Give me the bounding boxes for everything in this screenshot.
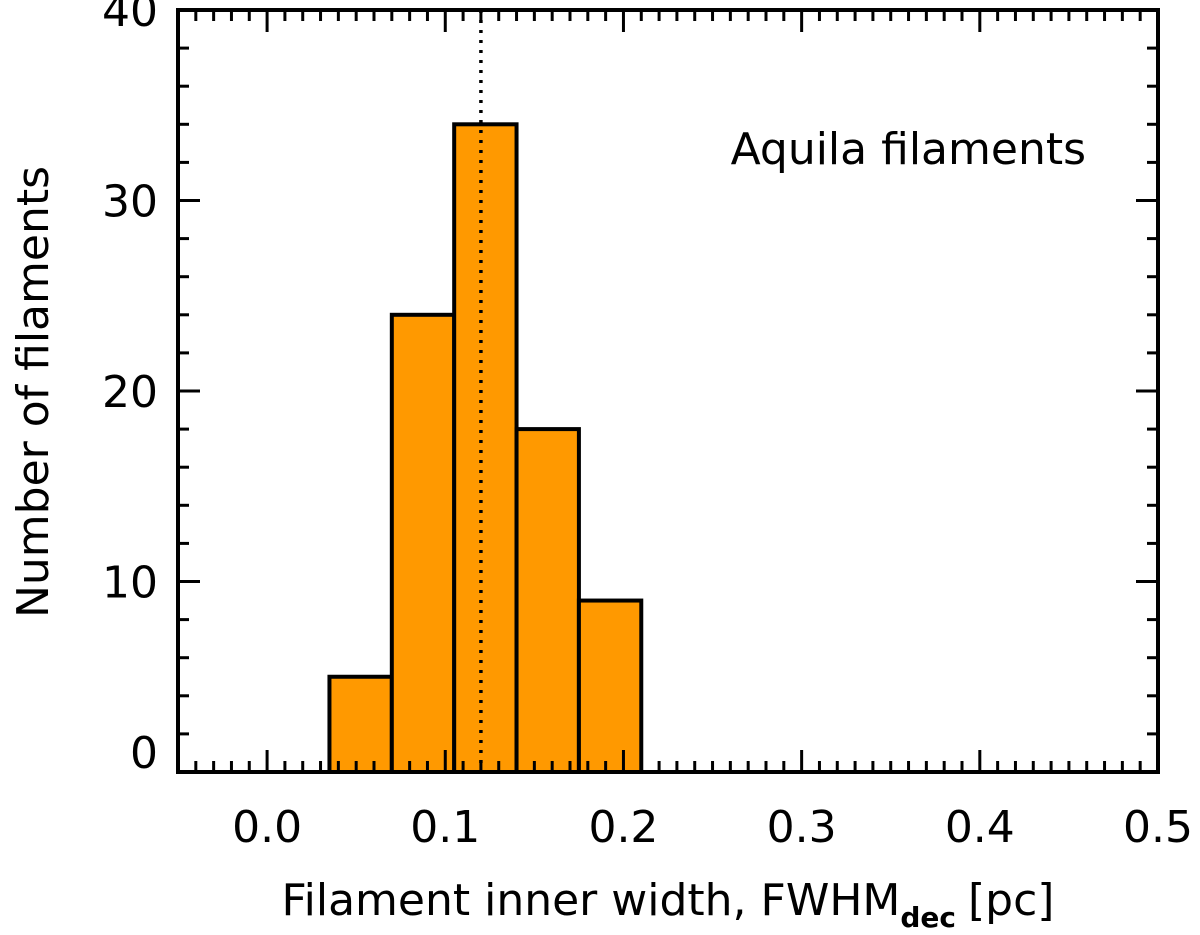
x-tick-label: 0.3 (767, 802, 837, 853)
x-tick-label: 0.4 (945, 802, 1015, 853)
y-axis-label: Number of filaments (8, 166, 59, 618)
histogram-bins (327, 122, 644, 775)
histogram-bin-2 (389, 312, 457, 774)
annotation-label: Aquila filaments (731, 124, 1086, 175)
y-tick-label: 30 (102, 177, 158, 228)
x-axis-label: Filament inner width, FWHMdec [pc] (282, 875, 1055, 934)
histogram-bin-4 (514, 427, 581, 774)
histogram-bin-3 (452, 122, 519, 775)
x-axis-label-unit: [pc] (968, 875, 1054, 926)
x-tick-label: 0.5 (1123, 802, 1193, 853)
plot-frame (176, 8, 1160, 774)
x-axis-label-subscript: dec (900, 901, 956, 934)
y-tick-label: 0 (130, 728, 158, 779)
x-tick-label: 0.2 (588, 802, 658, 853)
x-axis-label-main: Filament inner width, FWHM (282, 875, 901, 926)
histogram-bin-5 (576, 598, 644, 774)
histogram-bin-1 (327, 674, 394, 774)
y-tick-label: 40 (102, 0, 158, 37)
y-tick-label: 10 (102, 558, 158, 609)
tick-labels: 0.0 0.1 0.2 0.3 0.4 0.5 0 10 20 30 40 (102, 0, 1193, 853)
y-tick-label: 20 (102, 367, 158, 418)
x-tick-label: 0.0 (232, 802, 302, 853)
x-tick-label: 0.1 (410, 802, 480, 853)
